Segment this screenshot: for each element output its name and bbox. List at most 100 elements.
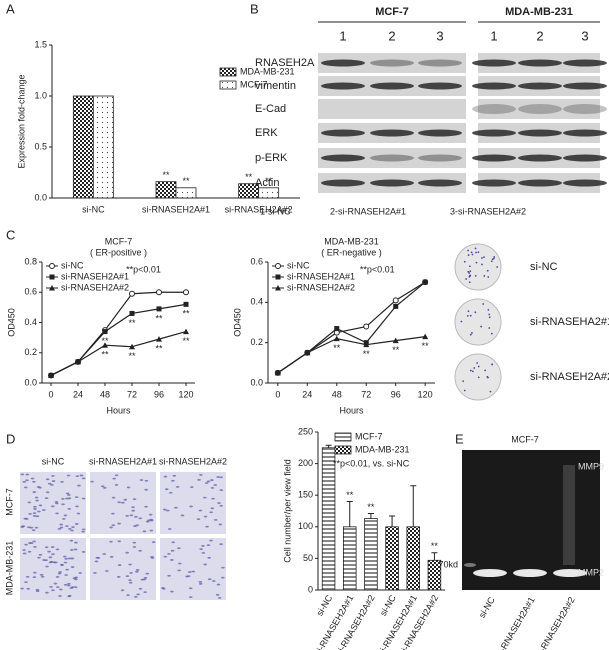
gel-lane-label: si-RNASEH2A#2	[534, 595, 577, 650]
point	[392, 337, 399, 344]
legend-swatch	[219, 80, 237, 90]
cell	[218, 523, 223, 526]
cell	[81, 530, 85, 533]
cell	[138, 587, 143, 590]
y-axis-label: Expression fold-change	[16, 74, 26, 168]
cell	[30, 477, 35, 480]
x-tick-label: 120	[178, 389, 193, 399]
legend-marker	[49, 274, 55, 280]
colony	[496, 266, 499, 268]
panel-label: A	[6, 1, 15, 16]
cell	[221, 576, 225, 579]
legend-label: MDA-MB-231	[355, 444, 410, 454]
cell	[203, 515, 208, 518]
cell	[205, 525, 209, 528]
colony	[467, 254, 470, 256]
column-label: si-RNASEH2A#2	[159, 456, 227, 466]
colony	[481, 263, 483, 266]
x-axis-label: Hours	[106, 405, 131, 415]
point	[363, 323, 370, 330]
cell	[203, 496, 207, 499]
cell	[116, 575, 121, 578]
error-bar	[410, 485, 417, 527]
blot-band	[418, 179, 462, 187]
y-tick-label: 0.8	[24, 256, 37, 266]
cell	[25, 479, 29, 482]
cell	[198, 582, 203, 585]
cell	[24, 517, 29, 520]
colony	[488, 327, 491, 329]
cell	[163, 555, 168, 558]
colony	[487, 376, 489, 379]
blot-band	[518, 59, 562, 67]
blot-band	[518, 179, 562, 187]
y-tick-label: 1.0	[34, 90, 47, 100]
cell	[74, 541, 78, 544]
significance: **	[265, 176, 273, 186]
blot-legend: 1-si-NC	[260, 206, 291, 216]
bar	[321, 447, 336, 591]
cell	[34, 526, 39, 529]
blot-band	[472, 154, 516, 162]
colony	[477, 365, 480, 368]
cell	[221, 566, 225, 569]
cell	[50, 483, 54, 486]
colony	[471, 253, 474, 256]
cell	[49, 560, 54, 563]
cell	[109, 526, 113, 529]
cell	[185, 575, 189, 578]
colony	[484, 369, 487, 372]
cell	[126, 486, 131, 489]
colony-plate	[454, 243, 502, 291]
x-tick-label: 72	[361, 389, 371, 399]
chart-subtitle: ( ER-negative )	[321, 247, 382, 257]
y-axis-label: OD450	[6, 308, 16, 337]
significance: **	[101, 336, 109, 346]
lane-label: 3	[436, 28, 443, 43]
protein-label: vimentin	[255, 80, 296, 92]
cell	[207, 556, 211, 559]
colony	[469, 333, 472, 336]
bar	[406, 526, 420, 591]
protein-label: Actin	[255, 177, 279, 189]
legend-swatch	[334, 445, 352, 455]
protein-label: RNASEH2A	[255, 57, 315, 69]
blot-legend: 2-si-RNASEH2A#1	[330, 206, 406, 216]
error-bar	[367, 513, 374, 519]
y-tick-label: 0.0	[24, 377, 37, 387]
colony	[469, 369, 472, 372]
cell	[125, 514, 129, 517]
lane-label: 2	[388, 28, 395, 43]
point	[183, 328, 189, 335]
y-tick-label: 0.0	[34, 192, 47, 202]
chart-title: MCF-7	[105, 236, 133, 246]
cell	[55, 502, 59, 505]
cell	[59, 526, 64, 529]
cell	[209, 539, 213, 542]
significance: **	[155, 313, 163, 323]
cell	[206, 544, 211, 546]
cell	[114, 474, 119, 477]
colony	[468, 272, 471, 274]
cell	[63, 555, 67, 558]
cell	[50, 546, 55, 548]
gel-lane-label: si-NC	[477, 595, 497, 620]
cell	[21, 525, 26, 528]
cell	[63, 561, 68, 564]
cell	[38, 504, 43, 507]
y-tick-label: 0.4	[24, 317, 37, 327]
gel-marker	[464, 563, 476, 567]
significance: **	[392, 345, 400, 355]
lane-label: 1	[490, 28, 497, 43]
cell	[132, 498, 137, 501]
cell	[22, 552, 27, 555]
colony	[477, 251, 480, 254]
chart-title: MDA-MB-231	[324, 236, 379, 246]
cell	[25, 473, 30, 476]
cell	[67, 507, 72, 510]
blot-band	[563, 129, 607, 137]
significance: **	[182, 176, 190, 186]
cell	[143, 591, 147, 594]
colony	[465, 278, 468, 280]
colony	[467, 270, 470, 273]
